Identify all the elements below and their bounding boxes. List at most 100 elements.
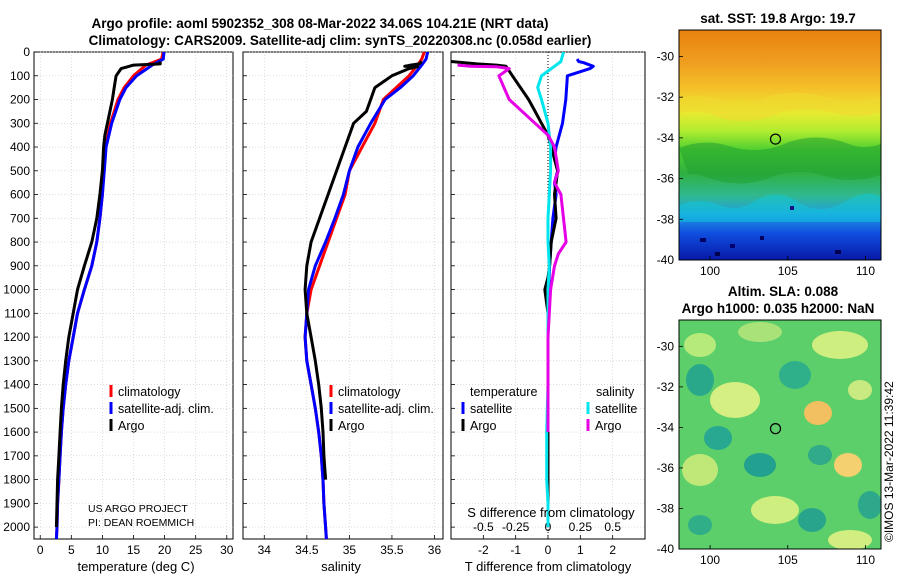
temperature-series: [54, 52, 166, 539]
legend-climatology-label: climatology: [338, 385, 401, 399]
map-y-tick-label: -40: [657, 542, 675, 556]
legend-argo-label: Argo: [118, 419, 144, 433]
x-tick-label: 0: [37, 543, 44, 557]
x-tick-label: 2: [609, 543, 616, 557]
t-difference-axis-label: T difference from climatology: [465, 559, 632, 574]
x-tick-label: 0: [545, 543, 552, 557]
sla-map-title-line2: Argo h1000: 0.035 h2000: NaN: [682, 301, 875, 316]
salinity-legend: climatology satellite-adj. clim. Argo: [329, 385, 434, 433]
map-x-tick-label: 100: [700, 264, 720, 278]
depth-tick-label: 200: [10, 93, 30, 107]
map-y-tick-label: -32: [657, 380, 675, 394]
legend-satellite-label: satellite-adj. clim.: [338, 402, 434, 416]
legend-climatology-label: climatology: [118, 385, 181, 399]
depth-tick-label: 100: [10, 69, 30, 83]
depth-tick-label: 2000: [3, 520, 30, 534]
x-tick-label: 25: [189, 543, 203, 557]
temperature-legend: climatology satellite-adj. clim. Argo: [109, 385, 214, 433]
legend-satellite-label: satellite-adj. clim.: [118, 402, 214, 416]
map-y-tick-label: -38: [657, 212, 675, 226]
map-x-tick-label: 105: [778, 553, 798, 567]
depth-tick-label: 900: [10, 259, 30, 273]
credit-line2: PI: DEAN ROEMMICH: [88, 517, 194, 529]
depth-tick-label: 1000: [3, 283, 30, 297]
depth-tick-label: 800: [10, 235, 30, 249]
sla-map-title-line1: Altim. SLA: 0.088: [728, 284, 839, 299]
map-x-tick-label: 110: [856, 553, 875, 567]
x-tick-label: 30: [220, 543, 234, 557]
map-y-tick-label: -40: [657, 253, 675, 267]
map-y-tick-label: -32: [657, 90, 675, 104]
map-y-tick-label: -38: [657, 501, 675, 515]
difference-series: [451, 52, 595, 528]
map-y-tick-label: -36: [657, 461, 675, 475]
salinity-tick-labels: 34 34.5 35 35.5 36: [258, 543, 442, 557]
series-line: [54, 61, 162, 528]
sst-map-image: [679, 30, 881, 260]
figure-title-line2: Climatology: CARS2009. Satellite-adj cli…: [89, 33, 592, 48]
map-y-tick-label: -30: [657, 339, 675, 353]
depth-tick-label: 1700: [3, 449, 30, 463]
salinity-panel-frame: [242, 51, 444, 540]
credit-line1: US ARGO PROJECT: [88, 503, 188, 515]
legend-argo-label: Argo: [338, 419, 364, 433]
depth-tick-label: 1200: [3, 330, 30, 344]
s-tick-label: 0.25: [569, 520, 593, 534]
depth-tick-labels: 0 100 200 300 400 500 600 700 800 900 1000 1100 1200…: [3, 45, 30, 534]
depth-tick-label: 600: [10, 188, 30, 202]
depth-tick-label: 1600: [3, 425, 30, 439]
x-tick-label: 35.5: [380, 543, 404, 557]
depth-tick-label: 1500: [3, 401, 30, 415]
sla-map-image: [679, 320, 881, 549]
depth-tick-label: 500: [10, 164, 30, 178]
salinity-grid: [243, 51, 443, 539]
x-tick-label: -1: [510, 543, 521, 557]
x-tick-label: 10: [96, 543, 110, 557]
salinity-axis-label: salinity: [321, 559, 361, 574]
sst-map-title: sat. SST: 19.8 Argo: 19.7: [700, 11, 856, 26]
depth-tick-label: 300: [10, 116, 30, 130]
sla-map-argo-marker: [769, 423, 782, 435]
depth-tick-label: 0: [23, 45, 30, 59]
sla-map-frame: [678, 319, 882, 550]
x-tick-label: 34: [258, 543, 272, 557]
depth-tick-label: 1400: [3, 378, 30, 392]
sla-map-tick-labels: 100 105 110 -30 -32 -34 -36 -38 -40: [657, 339, 876, 567]
sst-map-argo-marker: [769, 133, 782, 145]
depth-tick-label: 700: [10, 211, 30, 225]
map-x-tick-label: 110: [856, 264, 875, 278]
s-tick-label: -0.5: [473, 520, 494, 534]
t-difference-tick-labels: -2 -1 0 1 2: [478, 543, 616, 557]
series-line: [303, 52, 430, 539]
series-line: [303, 60, 423, 480]
x-tick-label: 20: [158, 543, 172, 557]
figure-title-line1: Argo profile: aoml 5902352_308 08-Mar-20…: [92, 16, 549, 31]
legend-temperature-title: temperature: [470, 385, 537, 399]
sst-map-frame: [678, 29, 882, 261]
map-y-tick-label: -34: [657, 420, 675, 434]
legend-t-satellite-label: satellite: [470, 402, 512, 416]
depth-tick-label: 400: [10, 140, 30, 154]
imos-watermark: ©IMOS 13-Mar-2022 11:39:42: [882, 381, 896, 542]
x-tick-label: 5: [68, 543, 75, 557]
s-tick-label: -0.25: [502, 520, 530, 534]
depth-tick-label: 1100: [4, 306, 30, 320]
difference-legend: temperature salinity satellite Argo sate…: [461, 385, 637, 433]
salinity-series: [303, 52, 430, 539]
map-y-tick-label: -30: [657, 49, 675, 63]
map-x-tick-label: 105: [778, 264, 798, 278]
x-tick-label: 15: [127, 543, 141, 557]
legend-t-argo-label: Argo: [470, 419, 496, 433]
s-tick-label: 0.5: [604, 520, 621, 534]
x-tick-label: -2: [478, 543, 489, 557]
series-line: [457, 63, 568, 433]
depth-tick-label: 1900: [3, 496, 30, 510]
map-x-tick-label: 100: [700, 553, 720, 567]
legend-s-satellite-label: satellite: [595, 402, 637, 416]
sst-map-tick-labels: 100 105 110 -30 -32 -34 -36 -38 -40: [657, 49, 876, 278]
legend-s-argo-label: Argo: [595, 419, 621, 433]
temperature-tick-labels: 0 5 10 15 20 25 30: [37, 543, 234, 557]
depth-tick-label: 1300: [3, 354, 30, 368]
s-difference-axis-label: S difference from climatology: [467, 505, 635, 520]
